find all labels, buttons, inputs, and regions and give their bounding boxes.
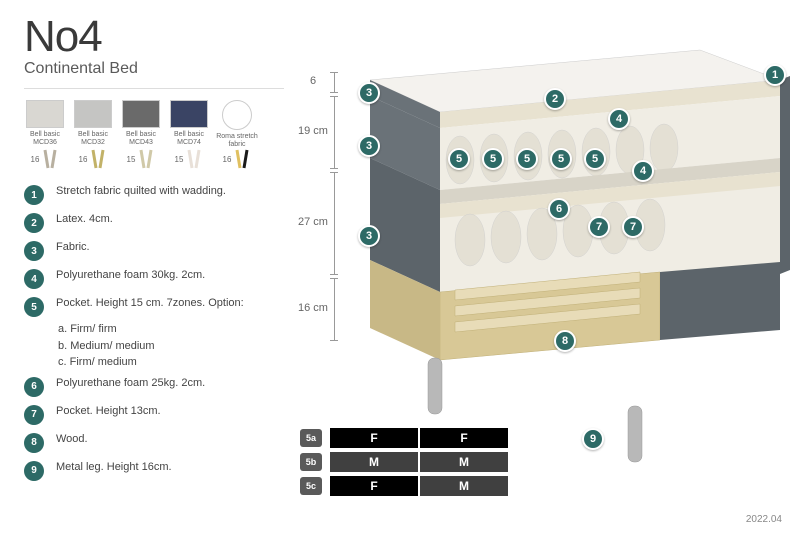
callout-marker: 5 bbox=[448, 148, 470, 170]
fabric-swatch: Roma stretch fabric bbox=[216, 100, 258, 148]
legend-item: 2Latex. 4cm. bbox=[24, 213, 304, 233]
callout-marker: 9 bbox=[582, 428, 604, 450]
swatch-row: Bell basic MCD36Bell basic MCD32Bell bas… bbox=[24, 100, 258, 148]
dimension-label: 19 cm bbox=[294, 125, 332, 137]
callout-marker: 7 bbox=[588, 216, 610, 238]
title-block: No4 Continental Bed bbox=[24, 12, 138, 78]
bed-cutaway-diagram: 619 cm27 cm16 cm 12333445555567789 bbox=[310, 30, 790, 510]
legend-item: 3Fabric. bbox=[24, 241, 304, 261]
dimension-label: 6 bbox=[294, 75, 332, 87]
leg-icon-row: 16 16 15 15 16 bbox=[24, 148, 258, 170]
callout-marker: 4 bbox=[608, 108, 630, 130]
leg-option-icon: 16 bbox=[216, 148, 258, 170]
callout-marker: 3 bbox=[358, 82, 380, 104]
callout-marker: 6 bbox=[548, 198, 570, 220]
legend-badge: 3 bbox=[24, 241, 44, 261]
legend-item: 8Wood. bbox=[24, 433, 304, 453]
fabric-swatch: Bell basic MCD43 bbox=[120, 100, 162, 148]
dimension-label: 27 cm bbox=[294, 216, 332, 228]
divider bbox=[24, 88, 284, 89]
callout-marker: 5 bbox=[482, 148, 504, 170]
legend-item: 1Stretch fabric quilted with wadding. bbox=[24, 185, 304, 205]
product-title: No4 bbox=[24, 12, 138, 62]
callout-marker: 4 bbox=[632, 160, 654, 182]
legend-badge: 1 bbox=[24, 185, 44, 205]
callout-marker: 2 bbox=[544, 88, 566, 110]
legend-item: 5Pocket. Height 15 cm. 7zones. Option: bbox=[24, 297, 304, 317]
leg-option-icon: 16 bbox=[72, 148, 114, 170]
fabric-swatch: Bell basic MCD32 bbox=[72, 100, 114, 148]
legend-badge: 8 bbox=[24, 433, 44, 453]
legend-badge: 9 bbox=[24, 461, 44, 481]
callout-marker: 5 bbox=[550, 148, 572, 170]
fabric-swatch: Bell basic MCD36 bbox=[24, 100, 66, 148]
legend-badge: 2 bbox=[24, 213, 44, 233]
legend-list: 1Stretch fabric quilted with wadding. 2La… bbox=[24, 185, 304, 489]
legend-badge: 5 bbox=[24, 297, 44, 317]
legend-item: 6Polyurethane foam 25kg. 2cm. bbox=[24, 377, 304, 397]
callout-marker: 8 bbox=[554, 330, 576, 352]
leg-option-icon: 15 bbox=[168, 148, 210, 170]
legend-badge: 6 bbox=[24, 377, 44, 397]
legend-item: 7Pocket. Height 13cm. bbox=[24, 405, 304, 425]
callout-marker: 3 bbox=[358, 225, 380, 247]
legend-badge: 7 bbox=[24, 405, 44, 425]
callout-marker: 1 bbox=[764, 64, 786, 86]
date-stamp: 2022.04 bbox=[746, 514, 782, 525]
callout-marker: 3 bbox=[358, 135, 380, 157]
legend-item: 4Polyurethane foam 30kg. 2cm. bbox=[24, 269, 304, 289]
fabric-swatch: Bell basic MCD74 bbox=[168, 100, 210, 148]
leg-option-icon: 15 bbox=[120, 148, 162, 170]
dimension-label: 16 cm bbox=[294, 302, 332, 314]
legend-badge: 4 bbox=[24, 269, 44, 289]
callout-marker: 5 bbox=[516, 148, 538, 170]
callout-marker: 5 bbox=[584, 148, 606, 170]
legend-item: 9Metal leg. Height 16cm. bbox=[24, 461, 304, 481]
leg-option-icon: 16 bbox=[24, 148, 66, 170]
product-subtitle: Continental Bed bbox=[24, 60, 138, 78]
callout-marker: 7 bbox=[622, 216, 644, 238]
